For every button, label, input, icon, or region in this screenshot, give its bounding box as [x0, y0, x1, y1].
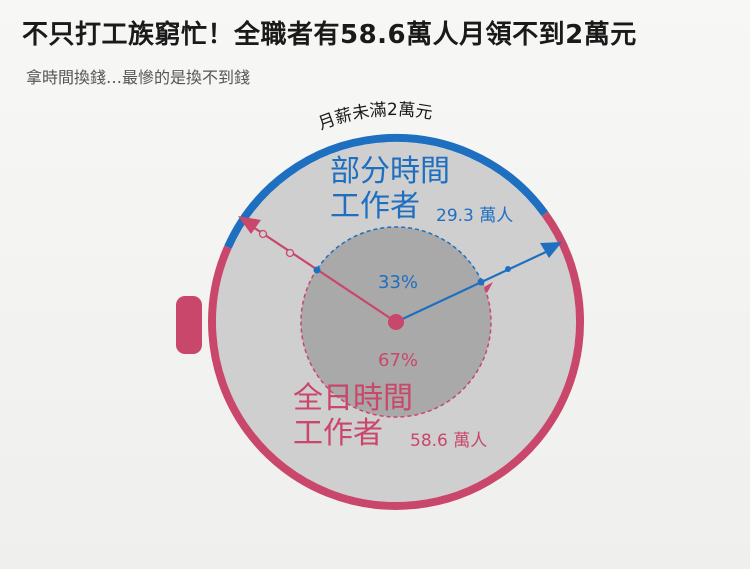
- label-full-time-line2: 工作者: [293, 416, 383, 451]
- label-part-time-line1: 部分時間: [330, 154, 450, 189]
- watch-crown: [176, 296, 202, 354]
- ring-label: 月薪未滿2萬元: [316, 100, 434, 134]
- ring-arc-full-time: [208, 211, 584, 510]
- hand-pivot: [388, 314, 404, 330]
- percent-part-time: 33%: [378, 272, 418, 293]
- count-part-time: 29.3 萬人: [436, 206, 513, 226]
- hand-part-time: [395, 242, 562, 323]
- label-full-time-line1: 全日時間: [293, 381, 413, 416]
- ring-arc-part-time: [224, 133, 549, 249]
- percent-full-time: 67%: [378, 350, 418, 371]
- hand-full-time: [238, 216, 397, 323]
- label-part-time-line2: 工作者: [330, 189, 420, 224]
- page-title: 不只打工族窮忙！全職者有58.6萬人月領不到2萬元: [22, 20, 637, 50]
- inner-dial-bottom-edge: [300, 268, 492, 418]
- inner-dial-top-edge: [316, 226, 483, 283]
- count-full-time: 58.6 萬人: [410, 431, 487, 451]
- page-subtitle: 拿時間換錢…最慘的是換不到錢: [26, 68, 251, 87]
